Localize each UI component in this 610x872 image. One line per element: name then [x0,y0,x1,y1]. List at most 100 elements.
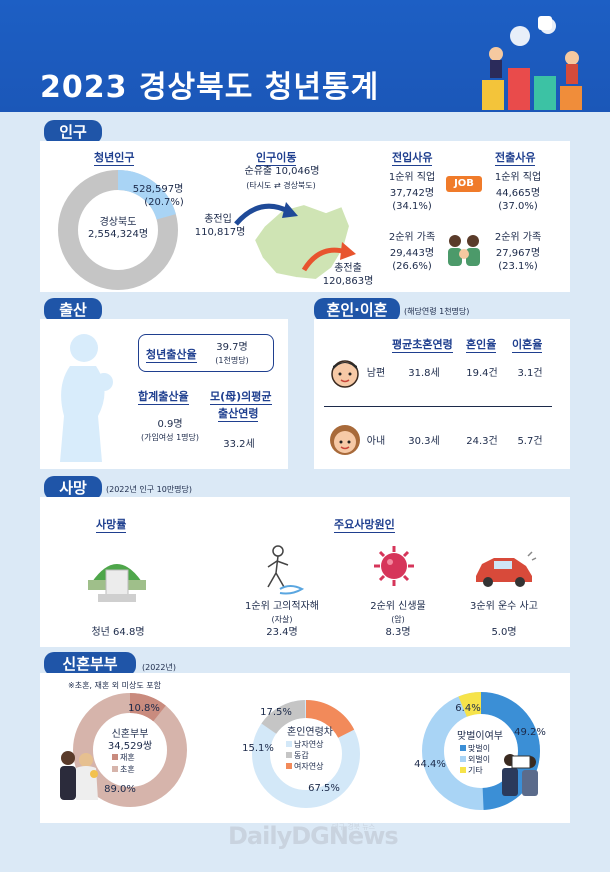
husband-first-age: 31.8세 [408,368,440,379]
death-cause-3-value: 5.0명 [491,627,517,638]
husband-label: 남편 [366,368,386,379]
family-icon [448,235,480,266]
marriage-col-first-age: 평균초혼연령 [392,338,453,353]
watermark-sub: 대구·경북 뉴스 [332,823,376,831]
newlywed-couples-title: 신혼부부 [111,729,149,740]
legend-swatch-male-older [286,741,292,747]
death-rate-value: 청년 64.8명 [91,627,145,638]
newlywed-couples-value: 34,529쌍 [107,741,153,752]
youth-population-label: 청년인구 [94,151,135,166]
death-cause-2-label: 2순위 신생물 [370,601,426,612]
legend-swatch-dual [460,745,466,751]
total-fertility-label: 합계출산율 [138,390,189,405]
mother-baby-silhouette-icon [60,334,113,462]
same-age-pct: 15.1% [242,743,274,754]
legend-dual: 맞벌이 [468,744,491,753]
male-older-pct: 67.5% [308,783,340,794]
in-reason-r2-pct: (26.6%) [392,261,432,272]
header-illustration [482,16,582,110]
death-cause-2-value: 8.3명 [385,627,411,638]
wife-label: 아내 [366,436,386,447]
total-inflow-value: 110,817명 [194,227,246,238]
wife-marriage-rate: 24.3건 [466,436,498,447]
legend-first-marriage: 초혼 [120,765,135,774]
dual-income-donut [422,692,540,810]
remarriage-pct: 10.8% [128,703,160,714]
legend-other: 기타 [468,766,483,775]
mother-age-label-2: 출산연령 [218,407,259,422]
death-cause-3-label: 3순위 운수 사고 [470,601,538,612]
mother-age-label-1: 모(母)의평균 [210,390,272,405]
legend-single: 외벌이 [468,755,491,764]
death-cause-2-note: (암) [391,615,405,624]
youth-population-value: 528,597명 [132,184,184,195]
wife-first-age: 30.3세 [408,436,440,447]
net-outflow-label: 순유출 10,046명 [244,166,320,177]
out-reason-r1-pct: (37.0%) [498,201,538,212]
section-tab-population: 인구 [44,120,102,144]
death-note: (2022년 인구 10만명당) [106,485,193,494]
death-cause-1-note: (자살) [271,615,293,624]
in-reason-label: 전입사유 [392,151,433,166]
total-fertility-value: 0.9명 [157,419,183,430]
dual-pct: 49.2% [514,727,546,738]
section-tab-birth: 출산 [44,298,102,322]
inflow-arrow-icon [234,202,298,226]
out-reason-r2-pct: (23.1%) [498,261,538,272]
legend-swatch-female-older [286,763,292,769]
death-cause-label: 주요사망원인 [334,518,395,533]
virus-icon [374,546,414,586]
car-accident-icon [476,551,537,587]
marriage-col-marriage-rate: 혼인율 [466,338,497,353]
legend-female-older: 여자연상 [294,762,324,771]
legend-male-older: 남자연상 [294,740,324,749]
death-rate-label: 사망률 [96,518,127,533]
youth-birth-rate-box [138,334,274,372]
newlywed-note: (2022년) [142,663,176,672]
migration-label: 인구이동 [256,151,297,166]
couple-illustration-icon [60,751,98,800]
husband-divorce-rate: 3.1건 [517,368,543,379]
out-reason-r2-label: 2순위 가족 [494,232,542,243]
age-gap-title: 혼인연령차 [287,727,333,738]
total-outflow-label: 총전출 [334,263,362,274]
husband-face-icon [331,360,359,388]
job-badge: JOB [446,176,482,192]
in-reason-r2-label: 2순위 가족 [388,232,436,243]
marriage-col-divorce-rate: 이혼율 [512,338,543,353]
newlywed-footnote: ※초혼, 재혼 외 미상도 포함 [68,681,162,690]
legend-swatch-same-age [286,752,292,758]
in-reason-r1-label: 1순위 직업 [388,172,436,183]
self-harm-icon [267,545,305,595]
gyeongbuk-map-icon [252,202,352,282]
youth-birth-rate-note: (1천명당) [215,356,249,365]
out-reason-label: 전출사유 [495,151,536,166]
section-tab-newlywed: 신혼부부 [44,652,136,676]
legend-swatch-single [460,756,466,762]
memorial-icon [88,564,146,602]
out-reason-r1-value: 44,665명 [495,188,541,199]
death-cause-1-label: 1순위 고의적자해 [245,601,319,612]
total-fertility-note: (가임여성 1명당) [140,433,200,442]
legend-remarriage: 재혼 [120,753,135,762]
working-couple-icon [502,754,538,796]
single-pct: 44.4% [414,759,446,770]
out-reason-r1-label: 1순위 직업 [494,172,542,183]
legend-same-age: 동갑 [294,751,309,760]
youth-population-donut [58,170,178,290]
page-title: 2023 경상북도 청년통계 [40,70,380,105]
section-tab-death: 사망 [44,476,102,500]
marriage-note: (해당연령 1천명당) [404,307,470,316]
total-outflow-value: 120,863명 [322,276,374,287]
wife-face-icon [330,425,360,455]
female-older-pct: 17.5% [260,707,292,718]
net-outflow-note: (타시도 ⇄ 경상북도) [246,181,316,190]
youth-birth-rate-value: 39.7명 [216,342,248,353]
in-reason-r1-value: 37,742명 [389,188,435,199]
total-inflow-label: 총전입 [204,214,232,225]
marriage-divider [324,406,552,407]
dual-income-title: 맞벌이여부 [457,731,503,742]
out-reason-r2-value: 27,967명 [495,248,541,259]
first-marriage-pct: 89.0% [104,784,136,795]
youth-birth-rate-label: 청년출산율 [146,348,197,363]
